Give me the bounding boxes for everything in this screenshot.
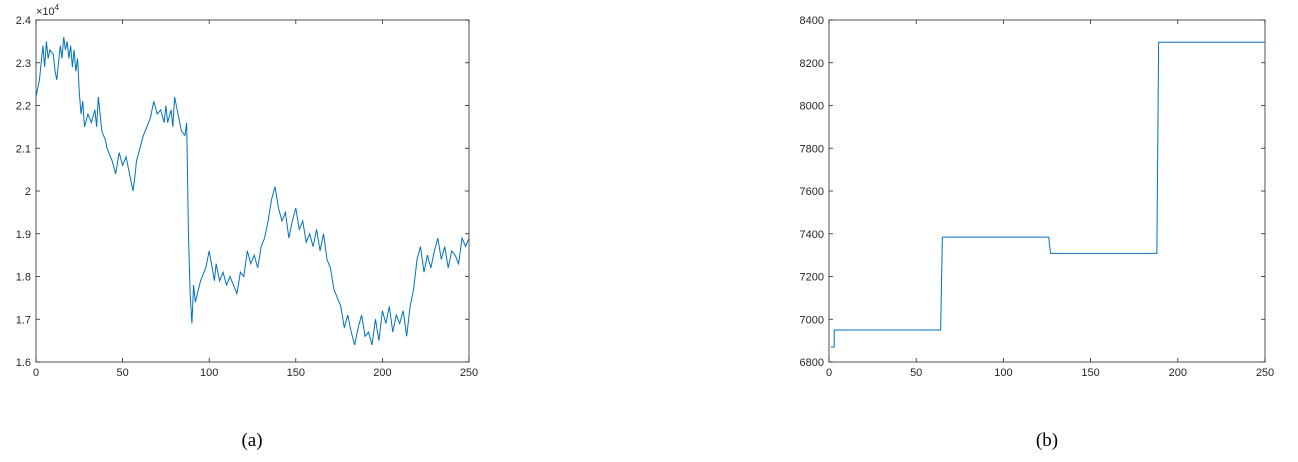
y-tick-label-b: 7800: [800, 143, 824, 155]
y-tick-label-a: 2.1: [16, 143, 31, 155]
y-tick-label-a: 1.6: [16, 357, 31, 369]
x-tick-label-a: 0: [33, 367, 39, 379]
tick-labels-b: 0 50 100 150 200 250 6800 7000 7200 7400 7600 7800 8…: [800, 15, 1275, 379]
x-tick-label-a: 250: [460, 367, 478, 379]
chart-panel-a: 0 50 100 150 200 250 1.6 1.7 1.8 1.9 2 2.1 2.2 2.3 2.4…: [16, 3, 478, 451]
chart-panel-b: 0 50 100 150 200 250 6800 7000 7200 7400 7600 7800 8…: [800, 15, 1275, 451]
y-tick-label-b: 8000: [800, 101, 824, 113]
y-tick-label-b: 8200: [800, 58, 824, 70]
x-tick-label-a: 200: [373, 367, 391, 379]
y-tick-label-b: 8400: [800, 15, 824, 27]
x-tick-label-a: 50: [116, 367, 128, 379]
y-tick-label-a: 2.4: [16, 15, 31, 27]
y-tick-label-a: 2: [25, 186, 31, 198]
x-tick-label-a: 100: [200, 367, 218, 379]
caption-a: (a): [241, 430, 262, 451]
x-tick-label-b: 250: [1256, 367, 1274, 379]
axis-ticks-b: [828, 19, 1266, 363]
axis-ticks-a: [35, 19, 470, 363]
data-line-b: [830, 41, 1265, 348]
y-tick-label-a: 1.7: [16, 314, 31, 326]
y-tick-label-a: 2.2: [16, 101, 31, 113]
y-tick-label-b: 7200: [800, 272, 824, 284]
y-tick-label-b: 7400: [800, 229, 824, 241]
plot-area-b: [828, 19, 1266, 363]
y-tick-label-b: 6800: [800, 357, 824, 369]
x-tick-label-b: 0: [826, 367, 832, 379]
y-tick-label-b: 7000: [800, 314, 824, 326]
y-tick-label-a: 2.3: [16, 58, 31, 70]
x-tick-label-b: 100: [994, 367, 1012, 379]
caption-b: (b): [1036, 430, 1058, 451]
x-tick-label-b: 50: [910, 367, 922, 379]
x-tick-label-a: 150: [287, 367, 305, 379]
x-tick-label-b: 150: [1081, 367, 1099, 379]
y-tick-label-a: 1.9: [16, 229, 31, 241]
x-tick-label-b: 200: [1169, 367, 1187, 379]
y-tick-label-a: 1.8: [16, 272, 31, 284]
tick-labels-a: 0 50 100 150 200 250 1.6 1.7 1.8 1.9 2 2.1 2.2 2.3 2.4: [16, 15, 478, 379]
y-tick-label-b: 7600: [800, 186, 824, 198]
y-exponent-label-a: ×104: [36, 3, 60, 18]
data-line-a: [35, 37, 470, 346]
plot-area-a: [35, 19, 470, 363]
